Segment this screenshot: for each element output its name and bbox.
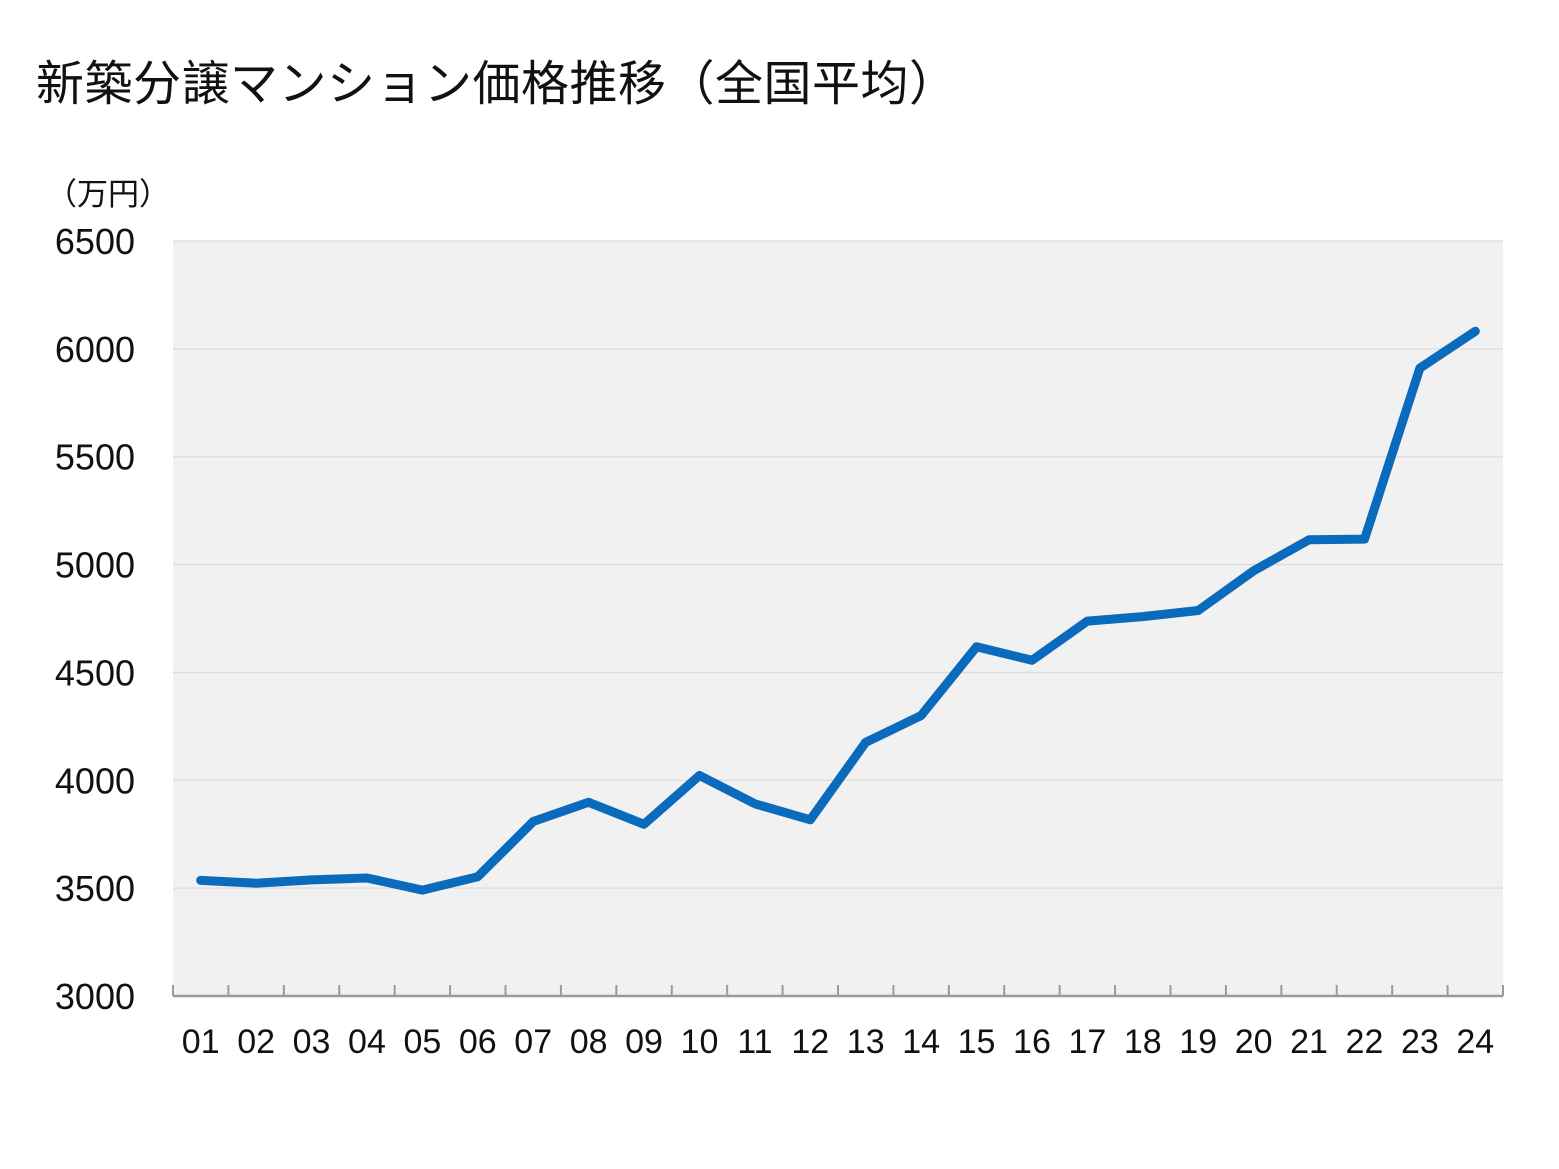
y-tick-label-5000: 5000	[55, 545, 135, 586]
x-tick-label-20: 20	[1235, 1023, 1273, 1061]
series-layer	[196, 326, 1480, 895]
x-tick-label-01: 01	[182, 1023, 220, 1061]
x-tick-label-12: 12	[791, 1023, 829, 1061]
x-tick-label-15: 15	[958, 1023, 996, 1061]
chart-title: 新築分譲マンション価格推移（全国平均）	[36, 56, 958, 112]
y-tick-label-6000: 6000	[55, 329, 135, 370]
y-tick-label-3000: 3000	[55, 976, 135, 1017]
x-tick-label-09: 09	[625, 1023, 663, 1061]
y-tick-label-3500: 3500	[55, 868, 135, 909]
series-line-1	[196, 326, 1480, 895]
x-tick-label-04: 04	[348, 1023, 386, 1061]
x-tick-label-16: 16	[1013, 1023, 1051, 1061]
x-tick-label-02: 02	[237, 1023, 275, 1061]
x-tick-label-21: 21	[1290, 1023, 1328, 1061]
x-tick-label-03: 03	[293, 1023, 331, 1061]
y-axis-unit-label: （万円）	[46, 177, 170, 212]
x-tick-label-07: 07	[514, 1023, 552, 1061]
x-tick-label-24: 24	[1456, 1023, 1494, 1061]
y-tick-label-4000: 4000	[55, 760, 135, 801]
y-tick-label-5500: 5500	[55, 437, 135, 478]
x-tick-label-10: 10	[681, 1023, 719, 1061]
x-tick-label-06: 06	[459, 1023, 497, 1061]
x-tick-label-18: 18	[1124, 1023, 1162, 1061]
x-tick-label-23: 23	[1401, 1023, 1439, 1061]
x-tick-label-08: 08	[570, 1023, 608, 1061]
y-tick-label-6500: 6500	[55, 221, 135, 262]
x-tick-label-05: 05	[403, 1023, 441, 1061]
plot-area	[173, 241, 1503, 996]
x-tick-label-22: 22	[1346, 1023, 1384, 1061]
x-tick-label-14: 14	[902, 1023, 940, 1061]
x-tick-label-19: 19	[1179, 1023, 1217, 1061]
y-axis-tick-labels: 3000 3500 4000 4500 5000 5500 6000 6500	[55, 221, 135, 1017]
y-tick-label-4500: 4500	[55, 652, 135, 693]
x-tick-label-11: 11	[737, 1023, 772, 1061]
x-axis: 01 02 03 04 05 06 07 08 09 10 11 12 13 14 15 16 17 18 19 20…	[172, 985, 1504, 1061]
x-tick-label-17: 17	[1068, 1023, 1106, 1061]
x-tick-label-13: 13	[847, 1023, 885, 1061]
